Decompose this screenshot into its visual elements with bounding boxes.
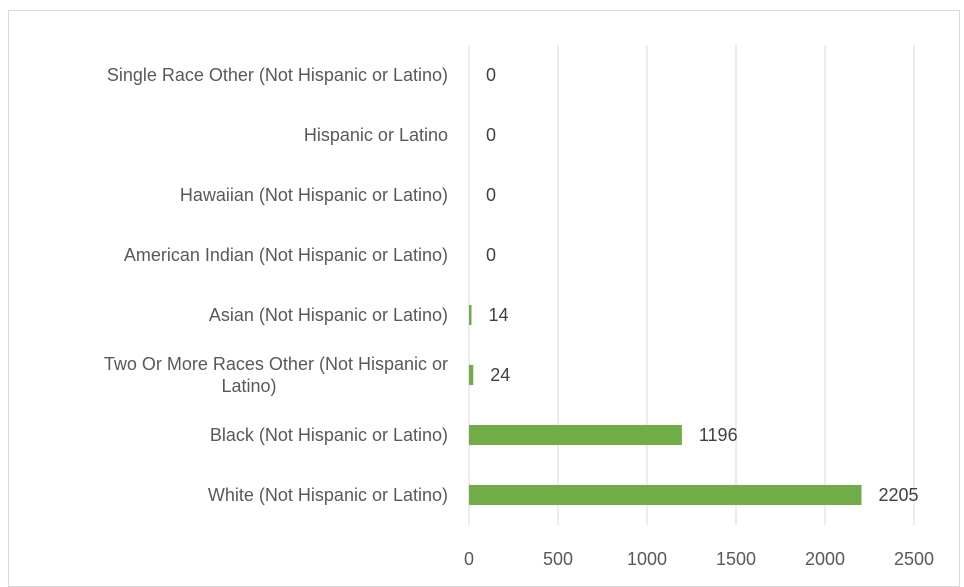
category-label-5-line-0: Two Or More Races Other (Not Hispanic or <box>104 354 448 374</box>
x-tick-label-2500: 2500 <box>894 549 934 569</box>
category-label-6: Black (Not Hispanic or Latino) <box>210 425 448 445</box>
category-label-1: Hispanic or Latino <box>304 125 448 145</box>
chart-frame: 0 500 1000 1500 2000 2500 Single Race Other (N… <box>8 10 960 587</box>
bar-7 <box>469 485 862 505</box>
category-label-2: Hawaiian (Not Hispanic or Latino) <box>180 185 448 205</box>
category-label-4: Asian (Not Hispanic or Latino) <box>209 305 448 325</box>
data-label-5: 24 <box>490 365 510 385</box>
x-tick-label-2000: 2000 <box>805 549 845 569</box>
x-tick-label-1500: 1500 <box>716 549 756 569</box>
data-label-4: 14 <box>488 305 508 325</box>
data-label-3: 0 <box>486 245 496 265</box>
category-label-0: Single Race Other (Not Hispanic or Latin… <box>107 65 448 85</box>
bar-chart: 0 500 1000 1500 2000 2500 Single Race Other (N… <box>104 45 934 569</box>
data-label-7: 2205 <box>878 485 918 505</box>
data-label-1: 0 <box>486 125 496 145</box>
x-tick-label-1000: 1000 <box>627 549 667 569</box>
data-label-6: 1196 <box>699 425 738 445</box>
data-label-2: 0 <box>486 185 496 205</box>
x-tick-label-0: 0 <box>464 549 474 569</box>
category-label-7: White (Not Hispanic or Latino) <box>208 485 448 505</box>
bar-4 <box>469 305 472 325</box>
bar-6 <box>469 425 682 445</box>
category-label-5-line-1: Latino) <box>221 376 276 396</box>
data-label-0: 0 <box>486 65 496 85</box>
category-label-3: American Indian (Not Hispanic or Latino) <box>124 245 448 265</box>
x-tick-label-500: 500 <box>543 549 573 569</box>
bar-5 <box>469 365 474 385</box>
